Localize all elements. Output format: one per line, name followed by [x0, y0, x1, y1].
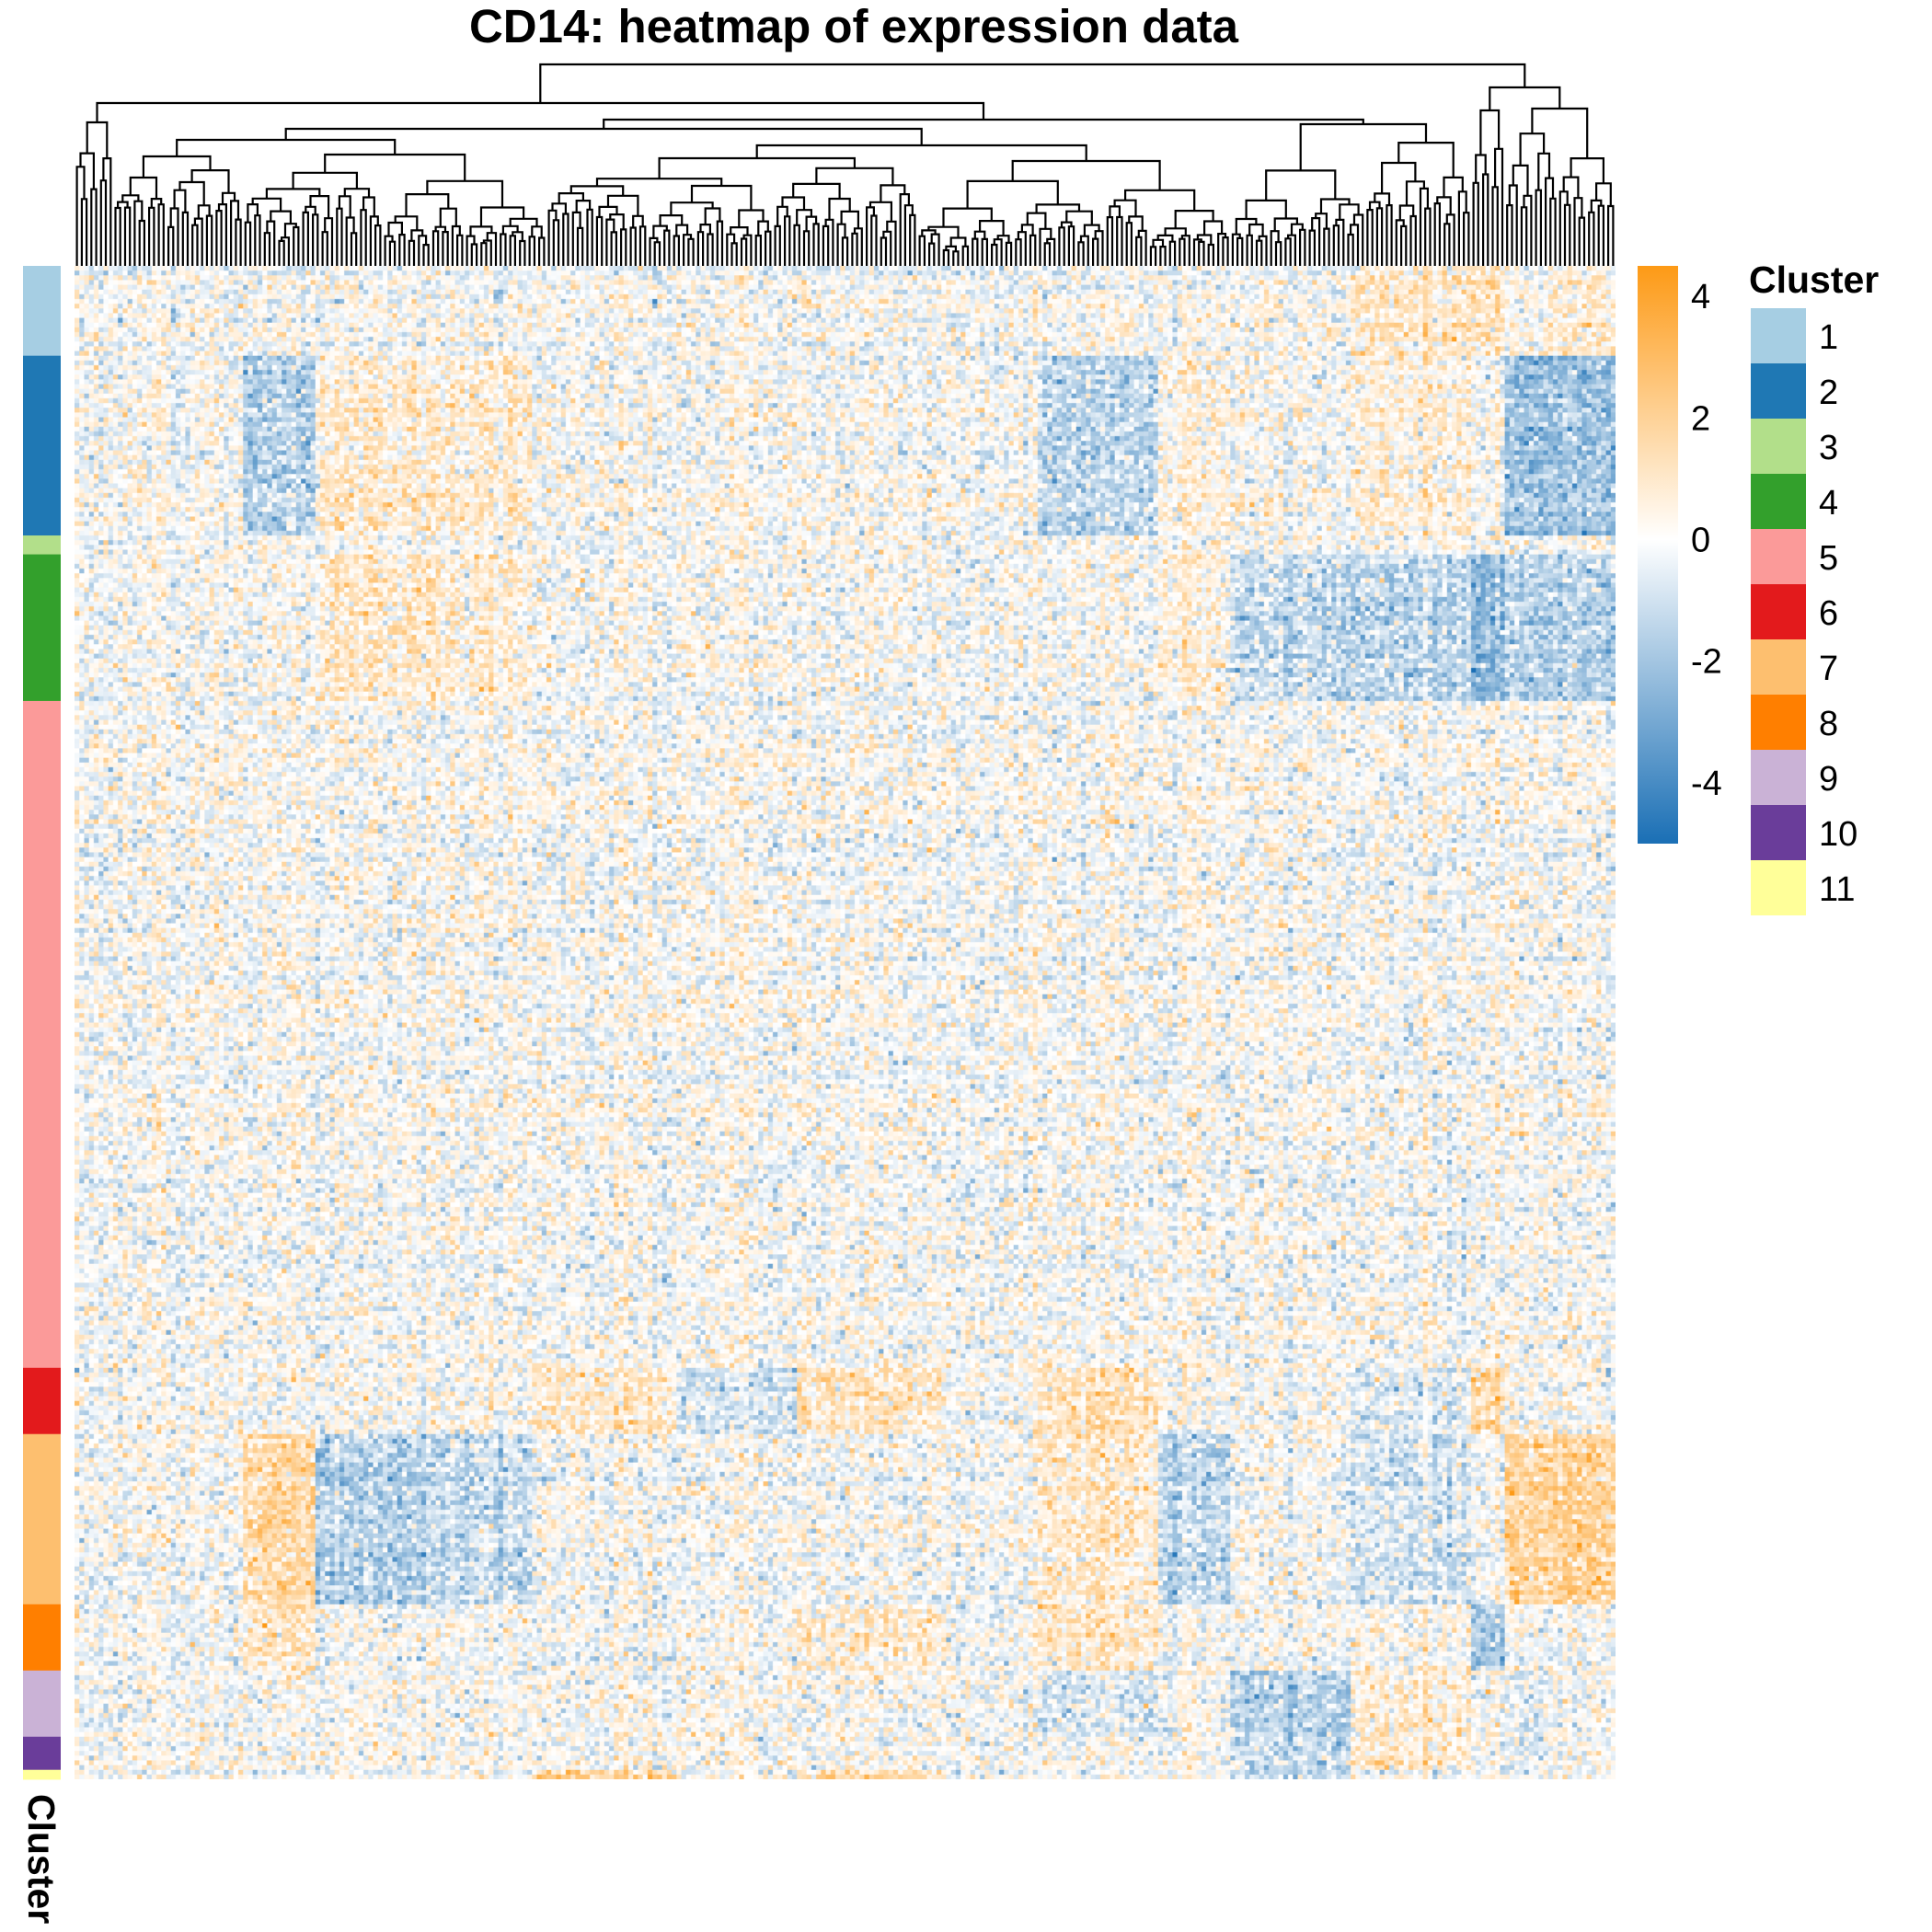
color-scale-tick-label: 2	[1691, 399, 1710, 438]
cluster-legend-swatch-9	[1751, 750, 1806, 805]
color-scale-tick-label: -2	[1691, 643, 1722, 682]
dendrogram-branches	[75, 63, 1615, 266]
cluster-legend-label-11: 11	[1819, 870, 1855, 909]
cluster-legend-label-5: 5	[1819, 539, 1838, 578]
row-annotation-cluster-5	[23, 700, 61, 1369]
cluster-legend-label-2: 2	[1819, 374, 1838, 412]
cluster-legend-swatch-11	[1751, 860, 1806, 915]
row-annotation-cluster-2	[23, 355, 61, 536]
cluster-legend-label-7: 7	[1819, 650, 1838, 688]
row-annotation-label: Cluster	[20, 1794, 63, 1924]
cluster-legend-swatch-1	[1751, 308, 1806, 363]
color-scale-tick-label: 0	[1691, 522, 1710, 560]
row-annotation-cluster-6	[23, 1367, 61, 1435]
heatmap-cells	[75, 266, 1616, 1779]
cluster-legend-label-4: 4	[1819, 484, 1838, 523]
cluster-legend-swatch-4	[1751, 474, 1806, 529]
color-scale-tick-label: 4	[1691, 278, 1710, 316]
cluster-legend-swatch-3	[1751, 419, 1806, 474]
cluster-legend-label-3: 3	[1819, 429, 1838, 467]
row-annotation-cluster-8	[23, 1604, 61, 1672]
cluster-legend-swatch-5	[1751, 529, 1806, 584]
cluster-legend-title: Cluster	[1749, 259, 1879, 301]
cluster-legend-label-6: 6	[1819, 594, 1838, 633]
row-annotation-bar	[23, 266, 61, 1780]
row-annotation-cluster-9	[23, 1670, 61, 1738]
color-scale-bar	[1638, 266, 1678, 844]
cluster-legend-swatch-2	[1751, 363, 1806, 419]
column-dendrogram	[75, 63, 1615, 266]
cluster-legend: Cluster 1 2 3 4 5 6 7 8 9 10 11	[1749, 259, 1879, 915]
cluster-legend-swatch-10	[1751, 805, 1806, 860]
row-annotation-cluster-7	[23, 1433, 61, 1605]
cluster-legend-label-10: 10	[1819, 815, 1857, 854]
row-annotation-cluster-3	[23, 535, 61, 556]
row-annotation-cluster-4	[23, 554, 61, 702]
row-annotation-cluster-10	[23, 1736, 61, 1771]
cluster-legend-label-1: 1	[1819, 318, 1838, 357]
row-annotation-cluster-1	[23, 266, 61, 357]
cluster-legend-swatch-6	[1751, 584, 1806, 639]
cluster-legend-swatch-7	[1751, 639, 1806, 695]
cluster-legend-swatch-8	[1751, 695, 1806, 750]
color-scale-legend: 4 2 0 -2 -4	[1638, 266, 1722, 844]
color-scale-tick-label: -4	[1691, 765, 1722, 803]
cluster-legend-label-8: 8	[1819, 705, 1838, 743]
chart-title: CD14: heatmap of expression data	[469, 0, 1239, 52]
cluster-legend-label-9: 9	[1819, 760, 1838, 799]
row-annotation-cluster-11	[23, 1769, 61, 1780]
